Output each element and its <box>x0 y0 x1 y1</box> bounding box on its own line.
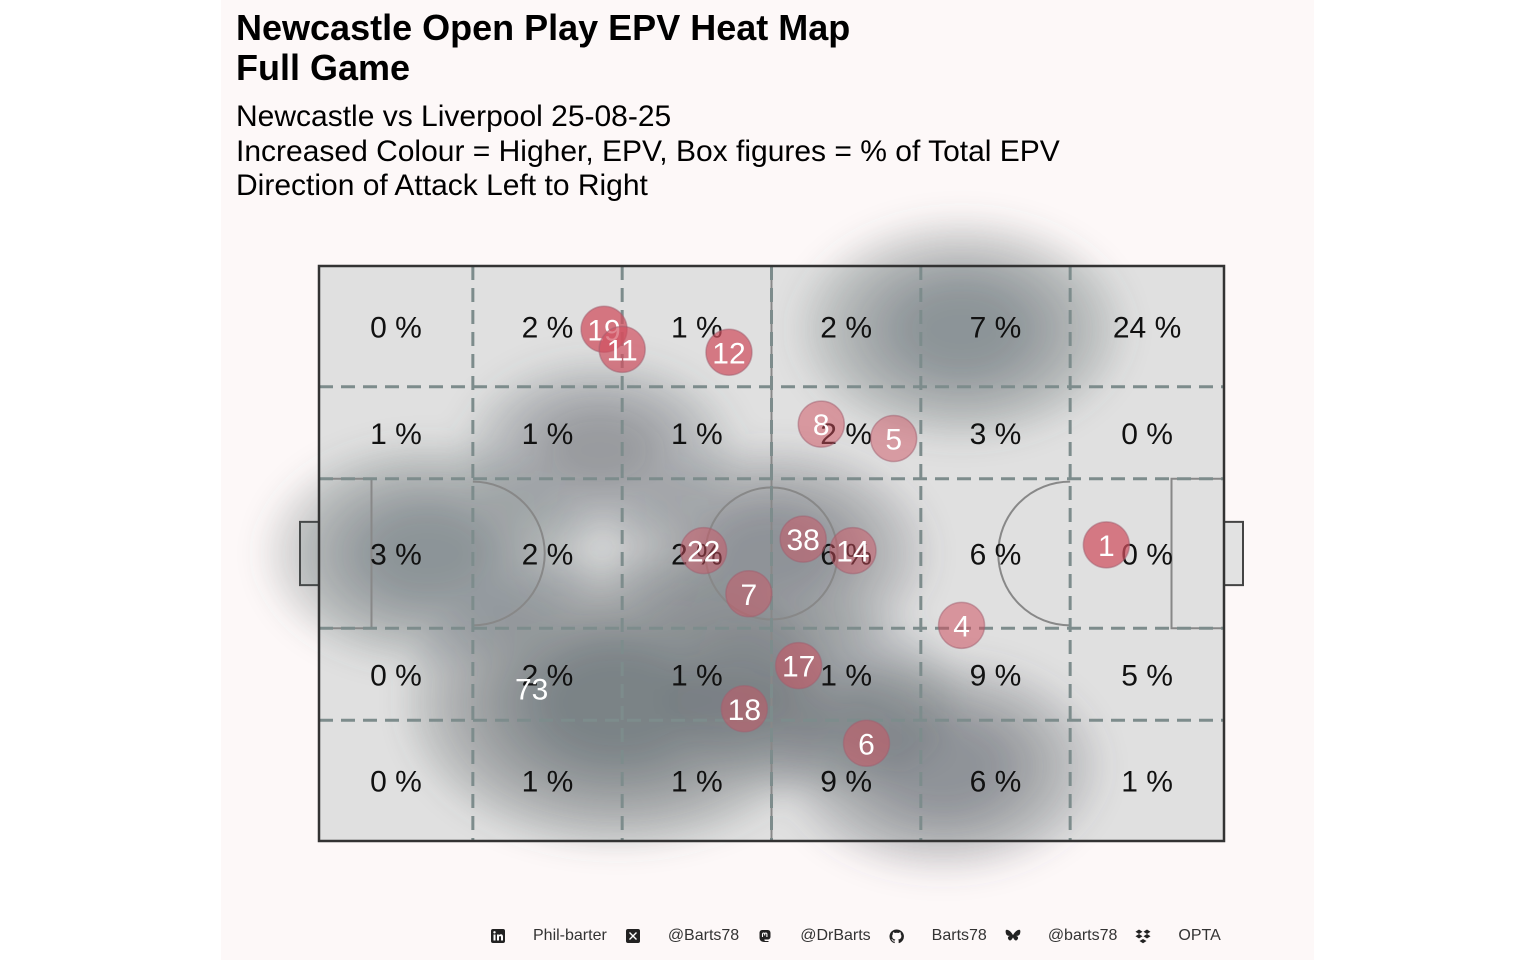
footer-text-6: OPTA <box>1178 927 1221 944</box>
zone-label-r1-c5: 7 % <box>970 311 1022 344</box>
zone-label-r4-c4: 1 % <box>820 659 872 692</box>
player-marker-7: 7 <box>725 570 773 618</box>
arc-right <box>997 480 1071 627</box>
player-number-4: 4 <box>953 610 970 643</box>
player-marker-17: 17 <box>774 641 823 690</box>
zone-label-r1-c1: 0 % <box>370 311 422 344</box>
player-number-12: 12 <box>712 337 745 370</box>
zone-label-r3-c4: 6 % <box>820 539 872 572</box>
title-line-2: Full Game <box>236 47 411 88</box>
zone-label-r1-c4: 2 % <box>820 311 872 344</box>
zone-label-r4-c5: 9 % <box>970 659 1022 692</box>
player-number-6: 6 <box>858 728 875 761</box>
x-twitter-icon[interactable] <box>625 928 641 944</box>
zone-label-r1-c6: 24 % <box>1113 311 1181 344</box>
zone-label-r2-c3: 1 % <box>671 418 723 451</box>
player-circle-14 <box>829 526 877 575</box>
footer: Phil-barter @Barts78 @DrBarts Barts78 @b… <box>490 922 1239 950</box>
zone-label-r4-c3: 1 % <box>671 659 723 692</box>
footer-text-2: @Barts78 <box>667 927 740 944</box>
player-circle-22 <box>679 526 728 575</box>
zone-label-r2-c6: 0 % <box>1121 418 1173 451</box>
github-icon[interactable] <box>889 928 905 944</box>
player-circle-5 <box>869 414 918 463</box>
zone-label-r5-c5: 6 % <box>970 766 1022 799</box>
player-marker-14: 14 <box>829 526 877 575</box>
footer-text-3: @DrBarts <box>800 927 871 944</box>
footer-text-5: @barts78 <box>1047 927 1118 944</box>
zone-label-r5-c4: 9 % <box>820 766 872 799</box>
player-circle-18 <box>720 685 769 733</box>
zone-label-r5-c6: 1 % <box>1121 766 1173 799</box>
player-number-73: 73 <box>515 674 548 707</box>
density-peak-2-ring-1 <box>367 512 489 595</box>
player-circle-11 <box>598 325 646 374</box>
zone-label-r5-c1: 0 % <box>370 766 422 799</box>
bluesky-icon[interactable] <box>1005 928 1021 944</box>
player-circle-6 <box>842 719 891 767</box>
chart-subtitle: Newcastle vs Liverpool 25-08-25 Increase… <box>236 100 1060 204</box>
arc-left <box>472 480 546 627</box>
zone-label-r4-c2: 2 % <box>522 659 574 692</box>
player-circle-8 <box>797 400 846 448</box>
player-marker-18: 18 <box>720 685 769 733</box>
player-number-7: 7 <box>741 579 758 612</box>
player-marker-8: 8 <box>797 400 846 448</box>
zone-label-r1-c2: 2 % <box>522 311 574 344</box>
subtitle-line-1: Newcastle vs Liverpool 25-08-25 <box>236 100 672 133</box>
zone-label-r3-c3: 2 % <box>671 539 723 572</box>
zone-label-r5-c2: 1 % <box>522 766 574 799</box>
player-number-14: 14 <box>836 536 869 569</box>
subtitle-line-3: Direction of Attack Left to Right <box>236 169 648 202</box>
zone-label-r3-c1: 3 % <box>370 539 422 572</box>
title-line-1: Newcastle Open Play EPV Heat Map <box>236 7 851 48</box>
zone-label-r2-c2: 1 % <box>522 418 574 451</box>
player-number-22: 22 <box>687 536 720 569</box>
player-marker-11: 11 <box>598 325 646 374</box>
zone-label-r4-c6: 5 % <box>1121 659 1173 692</box>
subtitle-line-2: Increased Colour = Higher, EPV, Box figu… <box>236 134 1060 168</box>
zone-label-r2-c1: 1 % <box>370 418 422 451</box>
player-circle-12 <box>705 328 753 376</box>
player-number-11: 11 <box>607 334 638 367</box>
player-number-1: 1 <box>1098 530 1115 563</box>
linkedin-icon[interactable] <box>490 928 506 944</box>
mastodon-icon[interactable] <box>757 928 773 944</box>
density-peak-5-ring-1 <box>901 288 1022 371</box>
density-peak-1-ring-1 <box>539 649 696 757</box>
player-number-8: 8 <box>813 409 830 442</box>
pitch-border <box>317 264 1226 843</box>
zone-label-r3-c5: 6 % <box>970 539 1022 572</box>
player-circle-17 <box>774 641 823 690</box>
player-marker-5: 5 <box>869 414 918 463</box>
zone-label-r4-c1: 0 % <box>370 659 422 692</box>
goal-right <box>1223 520 1244 587</box>
zone-label-r2-c5: 3 % <box>970 418 1022 451</box>
player-circle-7 <box>725 570 773 618</box>
player-marker-1: 1 <box>1082 521 1131 569</box>
player-number-38: 38 <box>786 524 819 557</box>
player-marker-6: 6 <box>842 719 891 767</box>
chart-title: Newcastle Open Play EPV Heat Map Full Ga… <box>236 8 850 88</box>
player-number-18: 18 <box>728 694 761 727</box>
player-number-5: 5 <box>885 424 902 457</box>
density-peak-7-ring-1 <box>548 415 651 485</box>
player-circle-1 <box>1082 521 1131 569</box>
zone-label-r5-c3: 1 % <box>671 766 723 799</box>
player-marker-38: 38 <box>779 515 827 563</box>
zone-label-r3-c2: 2 % <box>522 539 574 572</box>
player-marker-73: 73 <box>515 674 548 707</box>
player-marker-12: 12 <box>705 328 753 376</box>
footer-text-1: Phil-barter <box>533 927 607 944</box>
player-circle-4 <box>937 601 986 650</box>
dropbox-icon[interactable] <box>1135 928 1151 944</box>
player-marker-4: 4 <box>937 601 986 650</box>
player-marker-22: 22 <box>679 526 728 575</box>
footer-text-4: Barts78 <box>931 927 987 944</box>
player-circle-38 <box>779 515 827 563</box>
player-number-17: 17 <box>782 651 815 684</box>
